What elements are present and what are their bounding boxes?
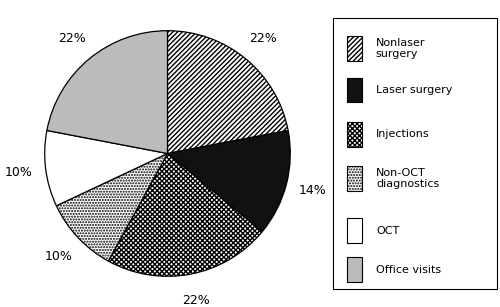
- Text: Office visits: Office visits: [376, 265, 441, 274]
- Bar: [347, 36, 362, 61]
- Text: Laser surgery: Laser surgery: [376, 85, 452, 95]
- Text: 10%: 10%: [5, 166, 33, 179]
- Wedge shape: [168, 130, 290, 232]
- Wedge shape: [168, 31, 288, 154]
- Bar: [347, 166, 362, 191]
- Text: 22%: 22%: [249, 32, 277, 45]
- Text: Nonlaser
surgery: Nonlaser surgery: [376, 38, 426, 59]
- Wedge shape: [47, 31, 168, 154]
- Bar: [347, 78, 362, 103]
- Text: 14%: 14%: [298, 184, 326, 197]
- Bar: [347, 219, 362, 243]
- Wedge shape: [56, 154, 168, 261]
- Text: 22%: 22%: [58, 32, 86, 45]
- Wedge shape: [108, 154, 262, 276]
- Wedge shape: [44, 130, 168, 206]
- Text: Injections: Injections: [376, 129, 430, 139]
- Text: Non-OCT
diagnostics: Non-OCT diagnostics: [376, 168, 439, 189]
- Text: OCT: OCT: [376, 226, 399, 236]
- Text: 10%: 10%: [44, 250, 72, 262]
- Bar: [347, 257, 362, 282]
- Text: 22%: 22%: [182, 294, 210, 307]
- Bar: [347, 122, 362, 147]
